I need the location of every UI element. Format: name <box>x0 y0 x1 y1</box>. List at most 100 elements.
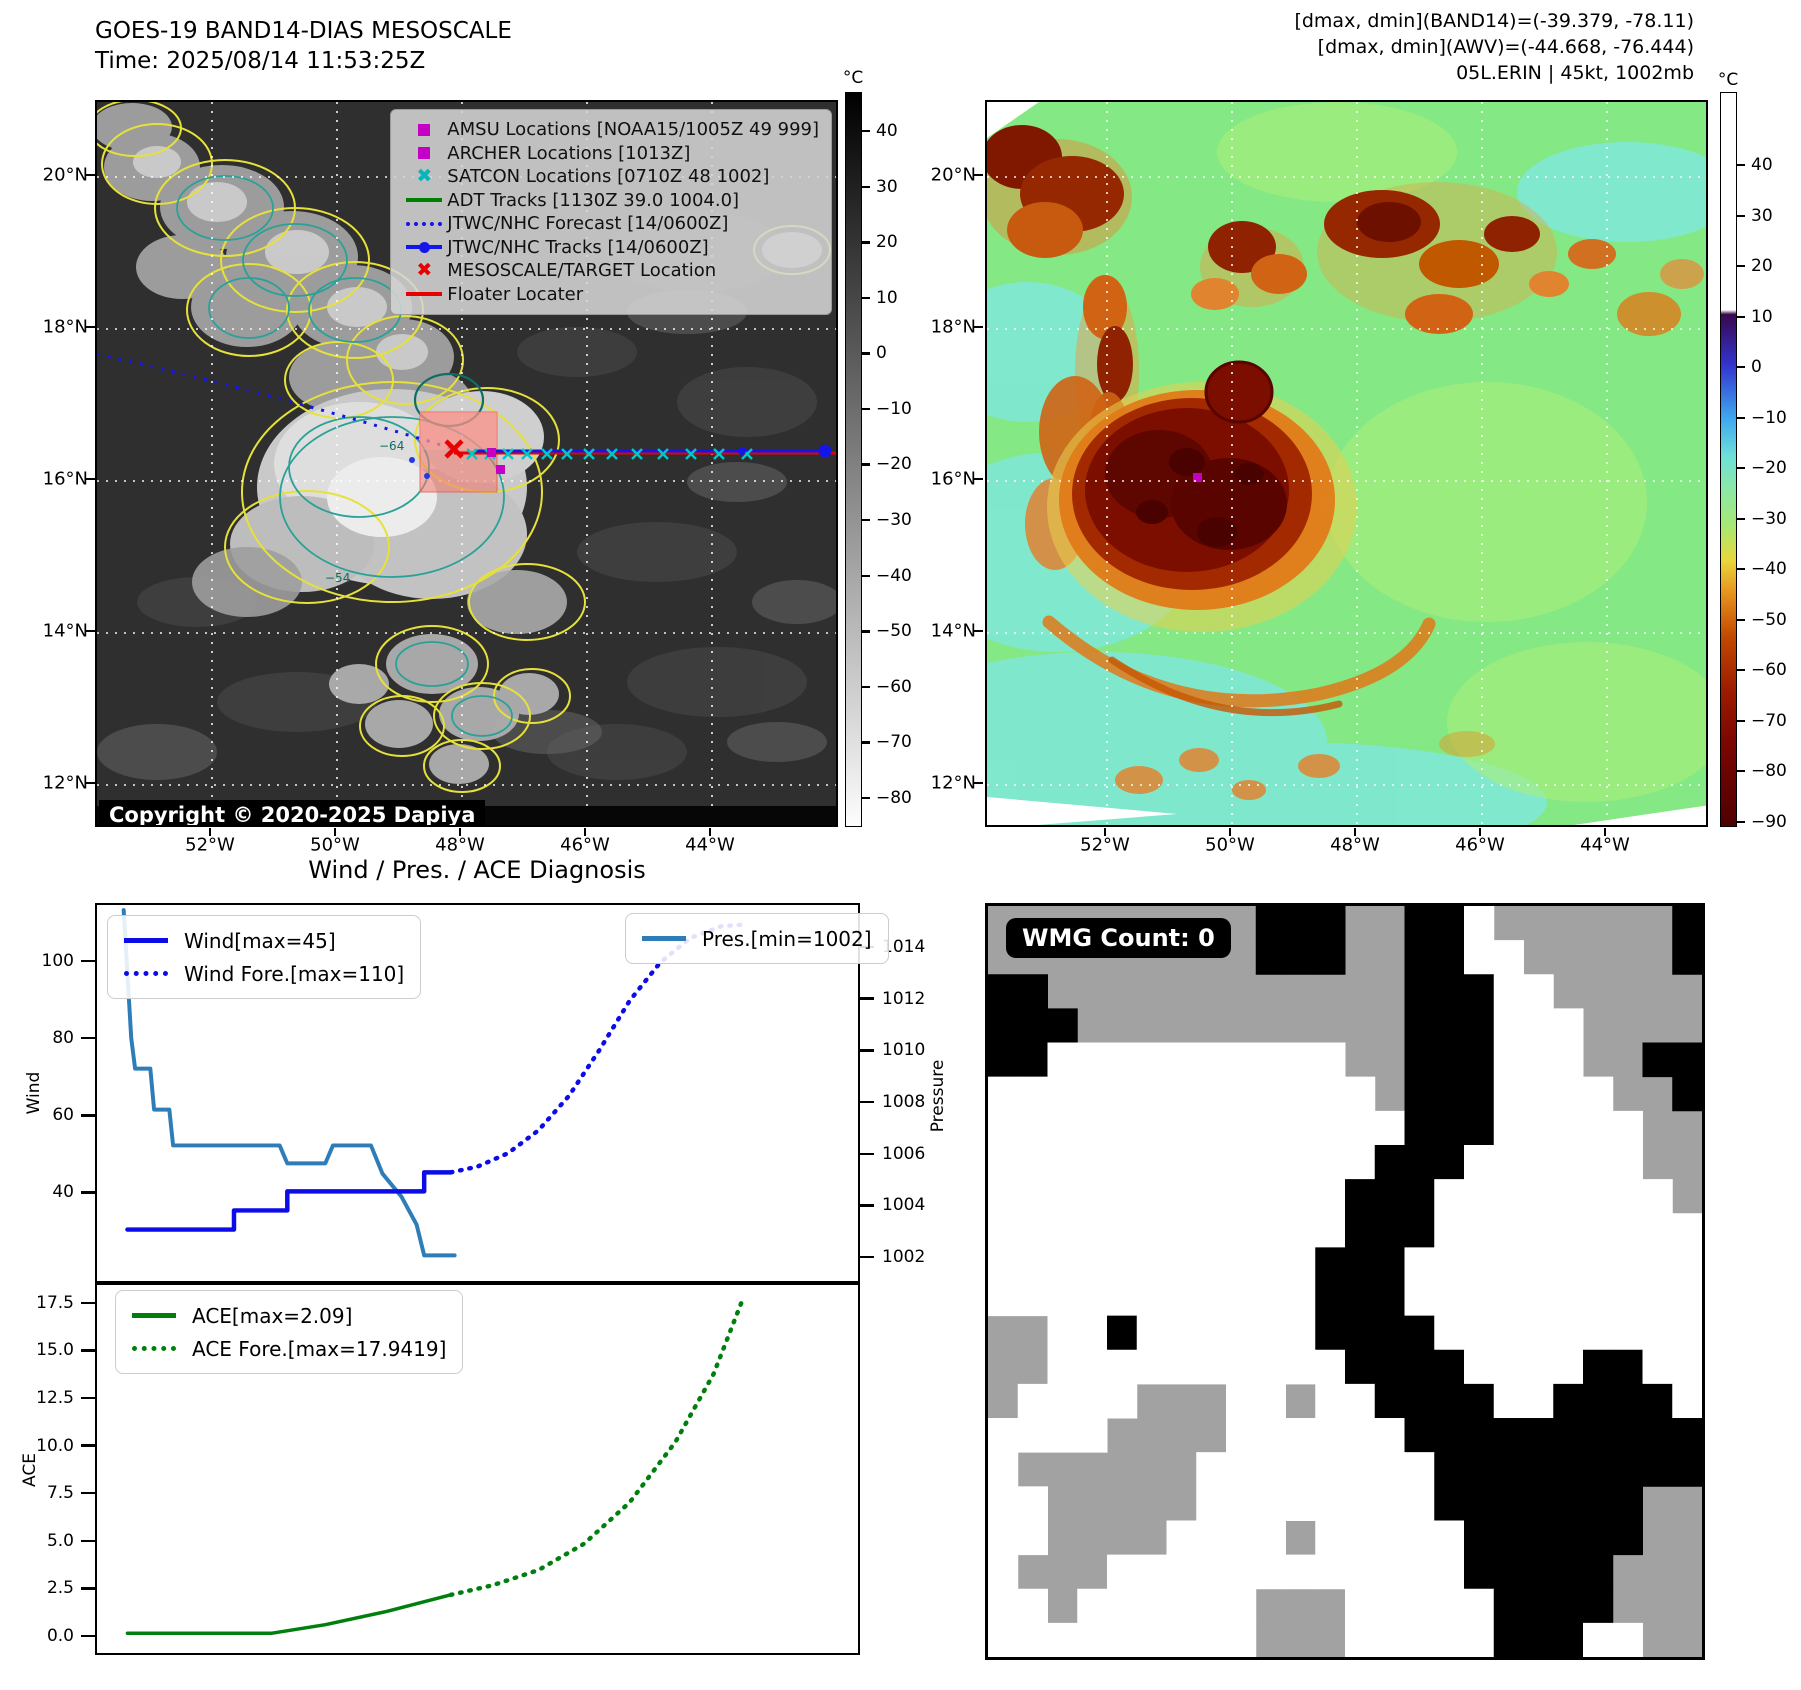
legend-item: Pres.[min=1002] <box>642 922 872 955</box>
colorbar-tick <box>861 407 870 411</box>
jtwc-track-point <box>738 447 746 455</box>
title-line-1: GOES-19 BAND14-DIAS MESOSCALE <box>95 18 512 44</box>
colorbar-tick <box>1736 517 1745 520</box>
colorbar-tick-label: −80 <box>876 787 912 808</box>
jtwc-forecast-track-line <box>97 352 455 451</box>
lon-label: 44°W <box>685 834 735 856</box>
colorbar-tick-label: 40 <box>1751 155 1773 175</box>
colorbar-tick <box>1736 467 1745 470</box>
line-marker-icon <box>401 198 447 203</box>
line-marker-icon <box>401 292 447 297</box>
series-wind-max-45- <box>125 1170 454 1232</box>
copyright-badge: Copyright © 2020-2025 Dapiya <box>99 800 486 825</box>
mesoscale-target-x-icon <box>444 439 464 459</box>
colorbar-tick-label: 40 <box>876 121 898 141</box>
archer-marker <box>496 465 505 474</box>
colorbar-tick-label: −10 <box>1751 407 1787 428</box>
ace-tick <box>81 1349 95 1352</box>
colorbar-tick <box>861 185 870 188</box>
pressure-line-icon <box>642 936 702 941</box>
page-title: GOES-19 BAND14-DIAS MESOSCALE Time: 2025… <box>95 16 512 76</box>
colorbar-tick-label: −50 <box>876 621 912 642</box>
title-line-2: Time: 2025/08/14 11:53:25Z <box>95 48 426 74</box>
lon-tick <box>334 828 336 836</box>
ace-plot-area <box>125 1294 747 1635</box>
adt-fix-point <box>409 457 415 463</box>
lon-label: 44°W <box>1580 834 1630 856</box>
wind-tick <box>81 1037 95 1040</box>
colorbar-tick <box>861 296 870 300</box>
pressure-tick <box>860 997 874 1000</box>
wind-forecast-dotted-icon <box>124 971 184 976</box>
map-legend-label: JTWC/NHC Forecast [14/0600Z] <box>447 213 729 235</box>
lat-label: 20°N <box>930 164 976 186</box>
colorbar-tick <box>861 352 870 355</box>
map-legend-item: JTWC/NHC Forecast [14/0600Z] <box>401 212 819 236</box>
awv-satellite-map <box>985 100 1708 827</box>
map-legend-item: ✖ SATCON Locations [0710Z 48 1002] <box>401 165 819 189</box>
lon-tick <box>584 828 586 836</box>
colorbar-tick-label: −20 <box>876 454 912 475</box>
legend-label: Wind[max=45] <box>184 928 336 953</box>
wind-tick-label: 100 <box>41 951 74 972</box>
legend-item: Wind[max=45] <box>124 924 404 957</box>
pressure-tick <box>860 1204 874 1207</box>
ace-tick <box>81 1444 95 1447</box>
lon-tick <box>1354 828 1356 836</box>
colorbar-tick <box>861 519 870 522</box>
wind-tick-label: 80 <box>52 1028 74 1049</box>
map-legend-item: ✖ MESOSCALE/TARGET Location <box>401 259 819 283</box>
band14-satellite-map: −64 −54 <box>95 100 838 827</box>
swath-edge-notches <box>987 102 1706 825</box>
lon-tick <box>1104 828 1106 836</box>
ace-tick <box>81 1301 95 1304</box>
colorbar-tick <box>861 574 870 578</box>
map-legend-label: ADT Tracks [1130Z 39.0 1004.0] <box>447 189 740 211</box>
ace-tick-label: 10.0 <box>36 1435 74 1456</box>
pressure-tick-label: 1006 <box>882 1143 926 1164</box>
dotted-marker-icon <box>401 221 447 226</box>
pressure-tick-label: 1004 <box>882 1195 926 1216</box>
amsu-marker <box>487 448 496 457</box>
colorbar-tick <box>861 796 870 800</box>
ace-tick-label: 15.0 <box>36 1340 74 1361</box>
wmg-count-badge: WMG Count: 0 <box>1006 918 1231 958</box>
ace-legend: ACE[max=2.09] ACE Fore.[max=17.9419] <box>115 1290 464 1374</box>
colorbar-tick <box>861 741 870 744</box>
legend-label: ACE Fore.[max=17.9419] <box>192 1336 447 1361</box>
ace-tick-label: 0.0 <box>46 1625 74 1646</box>
dmax-awv-text: [dmax, dmin](AWV)=(-44.668, -76.444) <box>1317 36 1694 58</box>
colorbar-tick <box>1736 265 1745 268</box>
colorbar-tick <box>1736 568 1745 571</box>
colorbar-unit-right: °C <box>1717 70 1739 90</box>
colorbar-tick-label: 30 <box>1751 205 1773 226</box>
colorbar-tick <box>1736 719 1745 722</box>
colorbar-tick <box>861 130 870 133</box>
map-legend-item: AMSU Locations [NOAA15/1005Z 49 999] <box>401 118 819 142</box>
band14-colorbar <box>845 92 862 827</box>
map-legend-label: JTWC/NHC Tracks [14/0600Z] <box>447 236 709 258</box>
lat-tick <box>86 326 95 328</box>
map-legend-label: MESOSCALE/TARGET Location <box>447 260 717 282</box>
pressure-tick <box>860 1100 874 1104</box>
lat-label: 14°N <box>930 620 976 642</box>
colorbar-tick-label: −20 <box>1751 458 1787 478</box>
wmg-panel: WMG Count: 0 <box>985 903 1705 1660</box>
colorbar-tick-label: −90 <box>1751 811 1787 832</box>
lon-label: 50°W <box>1205 834 1255 856</box>
awv-colorbar <box>1720 92 1737 827</box>
wind-pressure-chart: Wind[max=45] Wind Fore.[max=110] Pres.[m… <box>95 903 889 1283</box>
legend-label: Pres.[min=1002] <box>702 926 872 951</box>
ace-tick <box>81 1396 95 1400</box>
satcon-x-markers <box>466 448 753 460</box>
ace-tick-label: 7.5 <box>46 1483 74 1504</box>
colorbar-tick <box>861 685 870 689</box>
map-legend-label: SATCON Locations [0710Z 48 1002] <box>447 166 770 188</box>
colorbar-tick-label: −10 <box>876 398 912 419</box>
pressure-tick-label: 1010 <box>882 1040 926 1061</box>
nw-convection-cluster <box>987 125 1132 258</box>
lat-label: 18°N <box>42 316 88 338</box>
pressure-tick-label: 1008 <box>882 1092 926 1113</box>
lat-label: 12°N <box>42 772 88 794</box>
